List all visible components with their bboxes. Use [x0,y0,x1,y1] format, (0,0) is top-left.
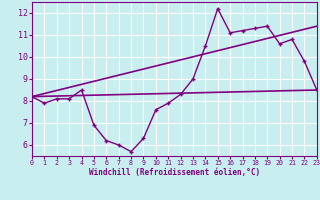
X-axis label: Windchill (Refroidissement éolien,°C): Windchill (Refroidissement éolien,°C) [89,168,260,177]
